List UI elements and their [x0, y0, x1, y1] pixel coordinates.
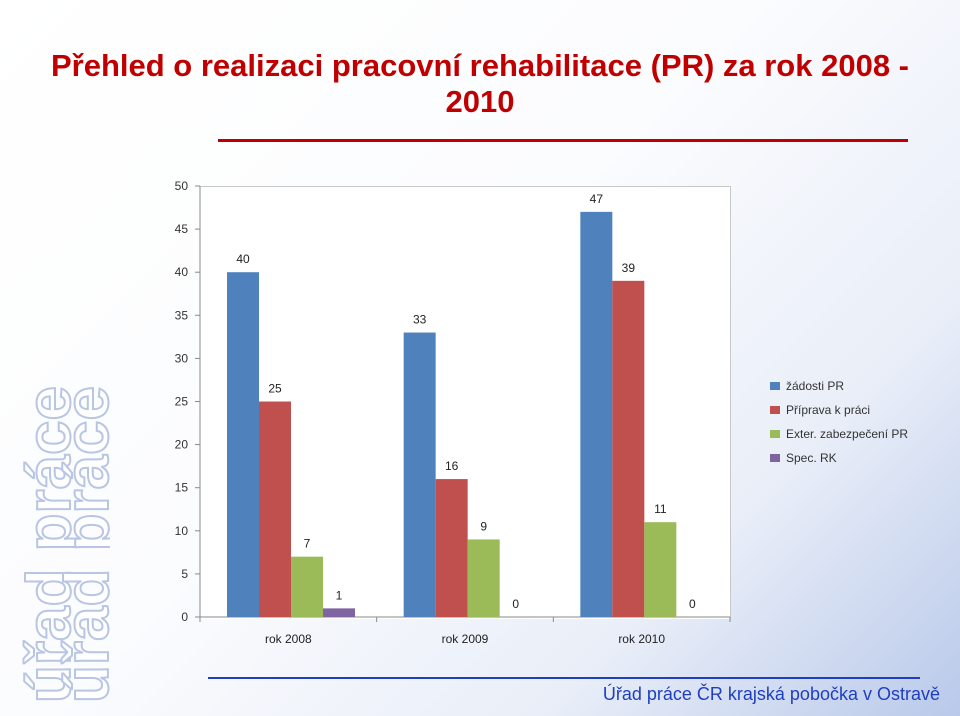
slide-title: Přehled o realizaci pracovní rehabilitac…: [50, 48, 909, 119]
legend-label: Příprava k práci: [786, 403, 871, 417]
data-label: 47: [590, 192, 604, 206]
data-label: 16: [445, 459, 459, 473]
data-label: 9: [480, 519, 487, 533]
data-label: 25: [268, 382, 282, 396]
y-tick-label: 15: [175, 481, 189, 495]
data-label: 40: [236, 252, 250, 266]
data-label: 1: [336, 588, 343, 602]
data-label: 0: [689, 597, 696, 611]
y-tick-label: 10: [175, 524, 189, 538]
x-tick-label: rok 2010: [618, 632, 665, 646]
data-label: 11: [654, 502, 667, 516]
y-tick-label: 25: [175, 395, 189, 409]
data-label: 39: [622, 261, 636, 275]
y-tick-label: 30: [175, 351, 189, 365]
watermark-text-back: úřad práce: [15, 386, 84, 703]
bar: [467, 539, 500, 617]
bar: [403, 332, 436, 617]
legend-item: Exter. zabezpečení PR: [770, 422, 908, 446]
bar: [644, 522, 677, 617]
title-underline: [218, 139, 908, 142]
legend-label: žádosti PR: [786, 379, 845, 393]
legend-swatch: [770, 406, 780, 414]
bar: [580, 211, 613, 618]
legend-swatch: [770, 454, 780, 462]
x-tick-label: rok 2009: [442, 632, 489, 646]
bar: [259, 401, 291, 617]
data-label: 33: [413, 313, 427, 327]
legend-label: Spec. RK: [786, 451, 837, 465]
footer-underline: [208, 677, 920, 679]
legend-swatch: [770, 430, 780, 438]
bar: [612, 280, 645, 617]
legend-swatch: [770, 382, 780, 390]
bar: [227, 272, 259, 617]
y-tick-label: 0: [181, 610, 188, 624]
footer-text: Úřad práce ČR krajská pobočka v Ostravě: [602, 684, 940, 704]
bar: [435, 479, 468, 617]
legend-item: žádosti PR: [770, 374, 908, 398]
legend-label: Exter. zabezpečení PR: [786, 427, 909, 441]
y-tick-label: 5: [181, 567, 188, 581]
chart-legend: žádosti PR Příprava k práci Exter. zabezpe…: [770, 374, 908, 470]
y-tick-label: 35: [175, 308, 189, 322]
legend-item: Příprava k práci: [770, 398, 908, 422]
data-label: 7: [304, 537, 311, 551]
y-tick-label: 45: [175, 222, 189, 236]
watermark-logo: úřad práce úřad práce: [14, 385, 110, 704]
bar: [323, 608, 355, 617]
y-tick-label: 20: [175, 438, 189, 452]
data-label: 0: [512, 597, 519, 611]
bar: [291, 556, 323, 617]
y-tick-label: 40: [175, 265, 189, 279]
y-tick-label: 50: [175, 179, 189, 193]
legend-item: Spec. RK: [770, 446, 908, 470]
x-tick-label: rok 2008: [265, 632, 312, 646]
watermark-text-front: úřad práce: [53, 386, 110, 703]
